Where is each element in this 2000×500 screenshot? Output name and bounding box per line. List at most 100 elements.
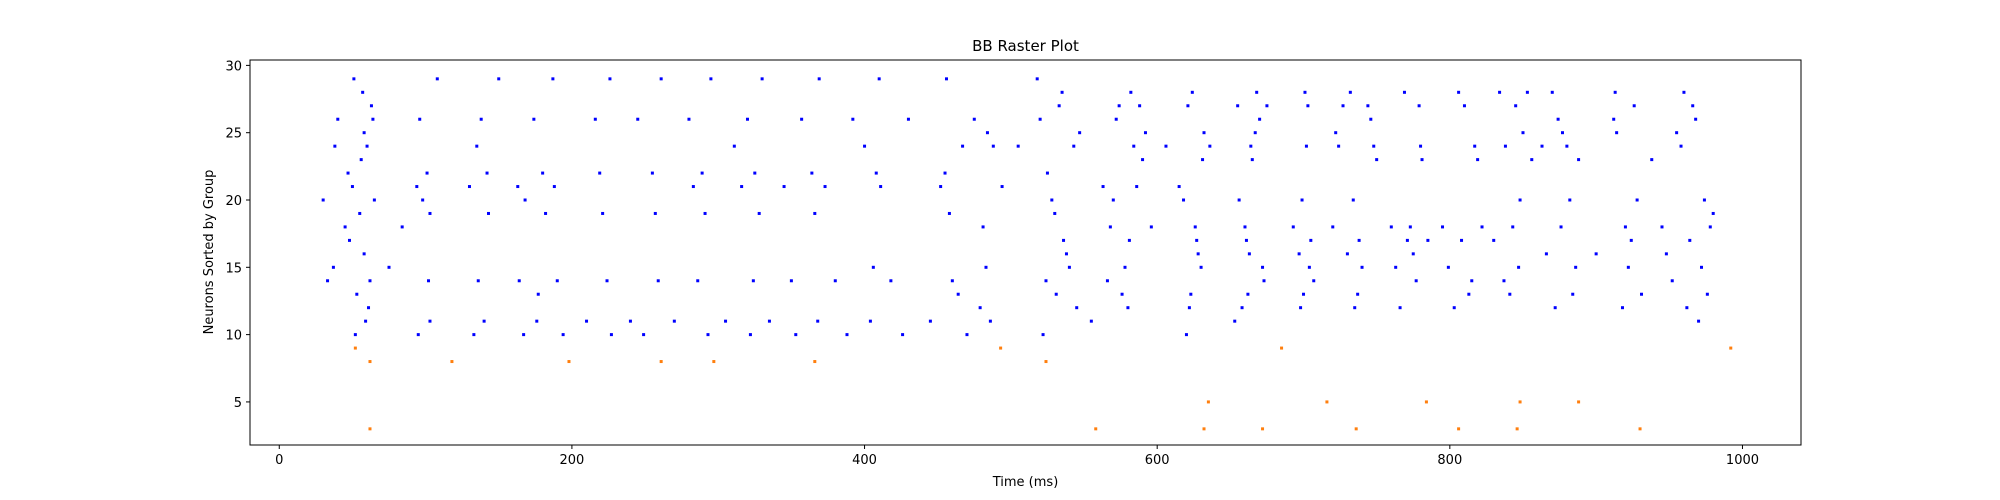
spike-point [1253, 131, 1257, 135]
spike-point [1694, 117, 1698, 121]
spike-point [1111, 198, 1115, 202]
spike-point [532, 117, 536, 121]
spike-point [1243, 225, 1247, 229]
spike-point [1568, 198, 1572, 202]
spike-point [1045, 171, 1049, 175]
spike-point [1353, 306, 1357, 310]
spike-point [1691, 104, 1695, 108]
spike-point [871, 265, 875, 269]
spike-point [1424, 400, 1428, 404]
spike-point [961, 144, 965, 148]
spike-point [1360, 265, 1364, 269]
spike-point [1476, 158, 1480, 162]
spike-point [1143, 131, 1147, 135]
spike-point [476, 279, 480, 283]
spike-point [1062, 238, 1066, 242]
spike-point [1480, 225, 1484, 229]
spike-point [1511, 225, 1515, 229]
spike-point [1041, 333, 1045, 337]
spike-point [355, 292, 359, 296]
spike-point [901, 333, 905, 337]
spike-point [1250, 158, 1254, 162]
spike-point [1638, 427, 1642, 431]
spike-point [1366, 104, 1370, 108]
spike-point [1089, 319, 1093, 323]
spike-point [939, 185, 943, 189]
spike-point [1201, 158, 1205, 162]
spike-point [1123, 265, 1127, 269]
x-axis-title: Time (ms) [992, 475, 1059, 490]
spike-point [823, 185, 827, 189]
spike-point [800, 117, 804, 121]
spike-point [1650, 158, 1654, 162]
spike-point [1394, 265, 1398, 269]
spike-point [1280, 346, 1284, 350]
spike-point [523, 198, 527, 202]
spike-point [1553, 306, 1557, 310]
spike-point [435, 77, 439, 81]
spike-point [757, 211, 761, 215]
x-tick-label: 0 [275, 453, 283, 468]
spike-point [845, 333, 849, 337]
spike-point [601, 211, 605, 215]
spike-point [813, 211, 817, 215]
y-axis-title: Neurons Sorted by Group [202, 170, 217, 335]
plot-frame [249, 59, 1802, 446]
spike-point [336, 117, 340, 121]
spike-point [782, 185, 786, 189]
spike-point [1016, 144, 1020, 148]
spike-point [724, 319, 728, 323]
spike-point [1258, 117, 1262, 121]
spike-point [333, 144, 337, 148]
spike-point [985, 131, 989, 135]
spike-point [567, 360, 571, 364]
spike-point [1414, 279, 1418, 283]
spike-point [1518, 400, 1522, 404]
spike-point [1249, 144, 1253, 148]
spike-point [1419, 144, 1423, 148]
y-tick-label: 15 [225, 261, 242, 276]
spike-point [1612, 117, 1616, 121]
y-tick-label: 20 [225, 194, 242, 209]
spike-point [1675, 131, 1679, 135]
spike-point [1372, 144, 1376, 148]
spike-point [1375, 158, 1379, 162]
spike-point [984, 265, 988, 269]
spike-point [1182, 198, 1186, 202]
spike-point [551, 77, 555, 81]
spike-point [1417, 104, 1421, 108]
spike-point [1247, 252, 1251, 256]
spike-point [1233, 319, 1237, 323]
spike-point [425, 171, 429, 175]
spike-point [703, 211, 707, 215]
spike-point [1411, 252, 1415, 256]
spike-point [1057, 104, 1061, 108]
spike-point [928, 319, 932, 323]
spike-point [364, 319, 368, 323]
spike-point [1457, 90, 1461, 94]
spike-point [1441, 225, 1445, 229]
spike-point [1515, 427, 1519, 431]
spike-point [561, 333, 565, 337]
spike-point [813, 360, 817, 364]
x-tick-label: 1000 [1726, 453, 1759, 468]
spike-point [475, 144, 479, 148]
spike-point [1408, 225, 1412, 229]
spike-point [656, 279, 660, 283]
spike-point [1117, 104, 1121, 108]
spike-point [1348, 90, 1352, 94]
spike-point [817, 77, 821, 81]
spike-point [659, 77, 663, 81]
spike-point [428, 211, 432, 215]
spike-point [1629, 238, 1633, 242]
spike-point [1000, 185, 1004, 189]
spike-point [1550, 90, 1554, 94]
spike-point [653, 211, 657, 215]
series-1 [353, 346, 1733, 431]
spike-point [1255, 90, 1259, 94]
spike-point [1193, 225, 1197, 229]
x-tick-label: 400 [852, 453, 877, 468]
spike-point [833, 279, 837, 283]
spike-point [696, 279, 700, 283]
